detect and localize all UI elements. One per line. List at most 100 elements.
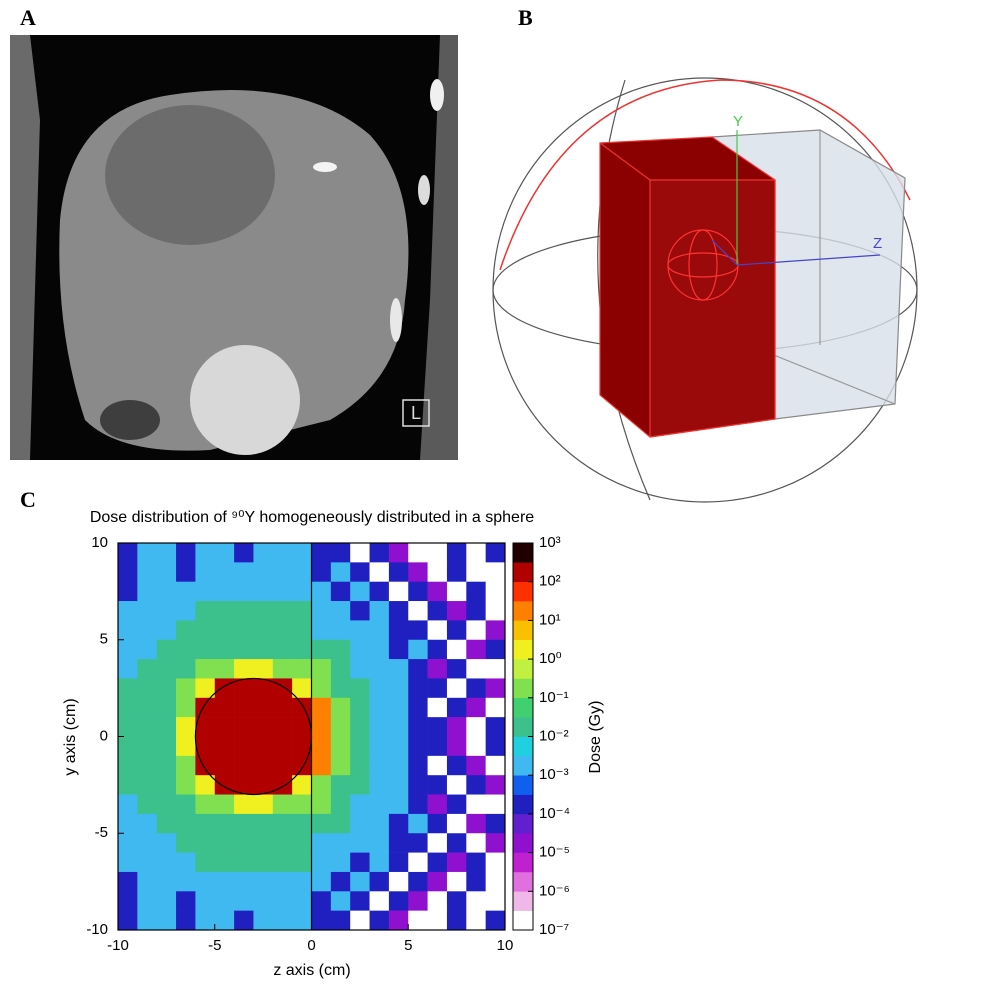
heatmap-cell [350, 562, 370, 582]
heatmap-cell [408, 640, 428, 660]
heatmap-cell [350, 775, 370, 795]
heatmap-cell [234, 582, 254, 602]
heatmap-cell [292, 891, 312, 911]
heatmap-cell [486, 814, 506, 834]
colorbar-tick-label: 10² [539, 573, 561, 590]
heatmap-cell [389, 659, 409, 679]
heatmap-cell [137, 911, 157, 931]
heatmap-cell [389, 543, 409, 563]
heatmap-cell [466, 582, 486, 602]
x-tick-label: 0 [307, 937, 315, 954]
heatmap-cell [253, 582, 273, 602]
heatmap-cell [234, 620, 254, 640]
heatmap-cell [215, 717, 235, 737]
heatmap-cell [486, 775, 506, 795]
x-tick-label: 5 [404, 937, 412, 954]
heatmap-cell [447, 717, 467, 737]
heatmap-cell [273, 717, 293, 737]
heatmap-cell [466, 756, 486, 776]
heatmap-cell [292, 620, 312, 640]
heatmap-cell [137, 814, 157, 834]
colorbar-segment [513, 698, 533, 718]
heatmap-cell [137, 737, 157, 757]
heatmap-cell [176, 872, 196, 892]
heatmap-cell [370, 756, 390, 776]
heatmap-cell [215, 562, 235, 582]
heatmap-cell [253, 659, 273, 679]
heatmap-cell [447, 601, 467, 621]
heatmap-cell [157, 737, 177, 757]
colorbar-tick-label: 10⁰ [539, 650, 562, 667]
heatmap-cell [408, 737, 428, 757]
heatmap-cell [389, 795, 409, 815]
heatmap-cell [408, 911, 428, 931]
heatmap-cell [350, 814, 370, 834]
heatmap-cell [215, 640, 235, 660]
heatmap-cell [273, 659, 293, 679]
heatmap-cell [118, 620, 138, 640]
heatmap-cell [447, 872, 467, 892]
heatmap-cell [370, 775, 390, 795]
heatmap-cell [215, 620, 235, 640]
heatmap-cell [137, 601, 157, 621]
heatmap-cell [176, 814, 196, 834]
colorbar-segment [513, 795, 533, 815]
heatmap-cell [389, 756, 409, 776]
heatmap-cell [486, 640, 506, 660]
heatmap-cell [312, 562, 332, 582]
heatmap-cell [370, 853, 390, 873]
heatmap-cell [428, 601, 448, 621]
heatmap-cell [331, 620, 351, 640]
heatmap-cell [370, 678, 390, 698]
heatmap-cell [195, 698, 215, 718]
heatmap-cell [176, 640, 196, 660]
heatmap-cell [215, 582, 235, 602]
heatmap-cell [273, 891, 293, 911]
heatmap-cell [215, 891, 235, 911]
heatmap-cell [118, 775, 138, 795]
heatmap-cell [466, 678, 486, 698]
heatmap-cell [253, 717, 273, 737]
heatmap-cell [118, 601, 138, 621]
heatmap-cell [389, 891, 409, 911]
heatmap-cell [408, 833, 428, 853]
heatmap-cell [350, 853, 370, 873]
heatmap-cell [428, 737, 448, 757]
heatmap-cell [428, 543, 448, 563]
heatmap-cell [157, 717, 177, 737]
heatmap-cell [447, 814, 467, 834]
heatmap-cell [331, 659, 351, 679]
heatmap-cell [234, 737, 254, 757]
heatmap-cell [389, 911, 409, 931]
heatmap-cell [157, 911, 177, 931]
heatmap-cell [253, 795, 273, 815]
heatmap-cell [312, 543, 332, 563]
geometry-view [493, 78, 917, 502]
heatmap-cell [234, 601, 254, 621]
heatmap-cell [176, 582, 196, 602]
heatmap-cell [137, 717, 157, 737]
heatmap-cell [176, 562, 196, 582]
heatmap-cell [292, 698, 312, 718]
marker-text: L [411, 403, 421, 423]
colorbar-tick-label: 10⁻⁶ [539, 882, 570, 899]
heatmap-cell [118, 678, 138, 698]
heatmap-cell [408, 659, 428, 679]
heatmap-cell [466, 814, 486, 834]
heatmap-cell [215, 756, 235, 776]
heatmap-cell [331, 640, 351, 660]
axis-label: Y [733, 113, 743, 130]
heatmap-cell [408, 814, 428, 834]
colorbar-tick-label: 10⁻¹ [539, 689, 569, 706]
heatmap-cell [195, 775, 215, 795]
heatmap-cell [118, 872, 138, 892]
heatmap-cell [253, 872, 273, 892]
heatmap-cell [408, 601, 428, 621]
heatmap-cell [157, 853, 177, 873]
heatmap-cell [118, 543, 138, 563]
heatmap-cell [253, 737, 273, 757]
heatmap-cell [157, 640, 177, 660]
heatmap-cell [273, 678, 293, 698]
y-axis-label: y axis (cm) [62, 698, 79, 775]
heatmap-cell [176, 717, 196, 737]
